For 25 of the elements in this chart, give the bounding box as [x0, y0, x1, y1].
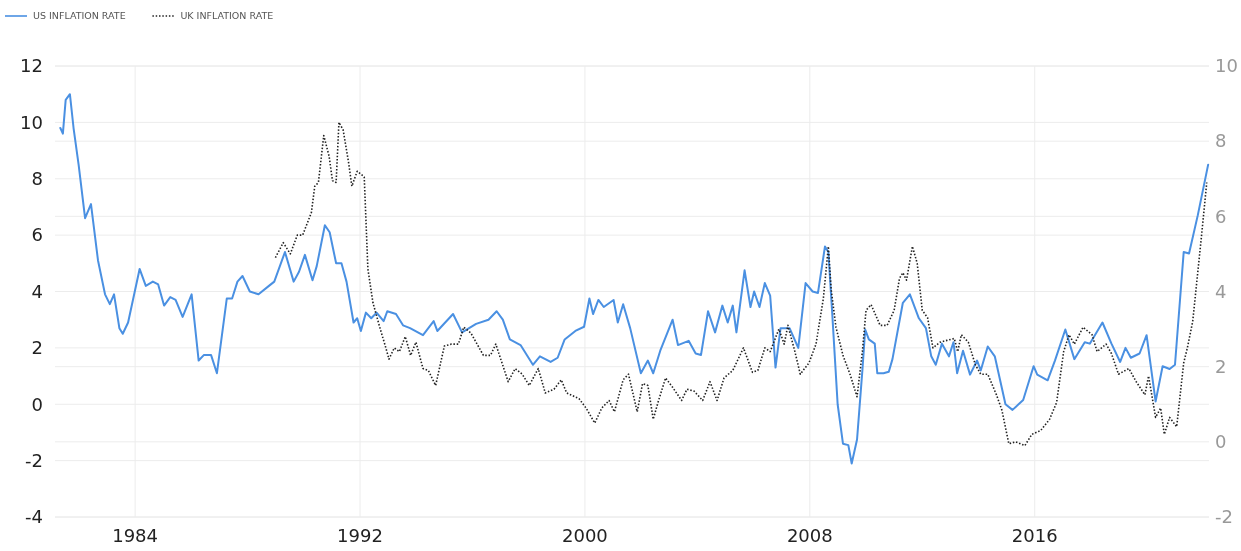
y-tick-label: 10: [20, 111, 43, 133]
y2-tick-label: 10: [1215, 55, 1238, 77]
y2-tick-label: 2: [1215, 355, 1227, 377]
legend-label: UK INFLATION RATE: [180, 10, 274, 22]
y2-tick-label: -2: [1215, 506, 1233, 528]
y-tick-label: 2: [31, 337, 43, 359]
x-tick-label: 1984: [112, 525, 159, 546]
y-tick-label: -2: [25, 449, 43, 471]
y-tick-label: 0: [31, 393, 43, 415]
x-tick-label: 2000: [562, 525, 608, 546]
line-series: [274, 121, 1208, 447]
y-tick-label: 8: [31, 168, 43, 190]
y2-tick-label: 0: [1215, 431, 1227, 453]
y2-tick-label: 6: [1215, 205, 1227, 227]
legend-label: US INFLATION RATE: [33, 10, 126, 22]
y2-tick-label: 8: [1215, 130, 1227, 152]
x-tick-label: 2008: [786, 525, 833, 546]
y-tick-label: -4: [25, 506, 43, 528]
line-series: [59, 93, 1210, 465]
x-tick-label: 2016: [1011, 525, 1058, 546]
y-tick-label: 6: [31, 224, 43, 246]
y2-tick-label: 4: [1215, 280, 1227, 302]
x-tick-label: 1992: [337, 525, 383, 546]
y-tick-label: 4: [31, 280, 43, 302]
y-tick-label: 12: [20, 55, 43, 77]
